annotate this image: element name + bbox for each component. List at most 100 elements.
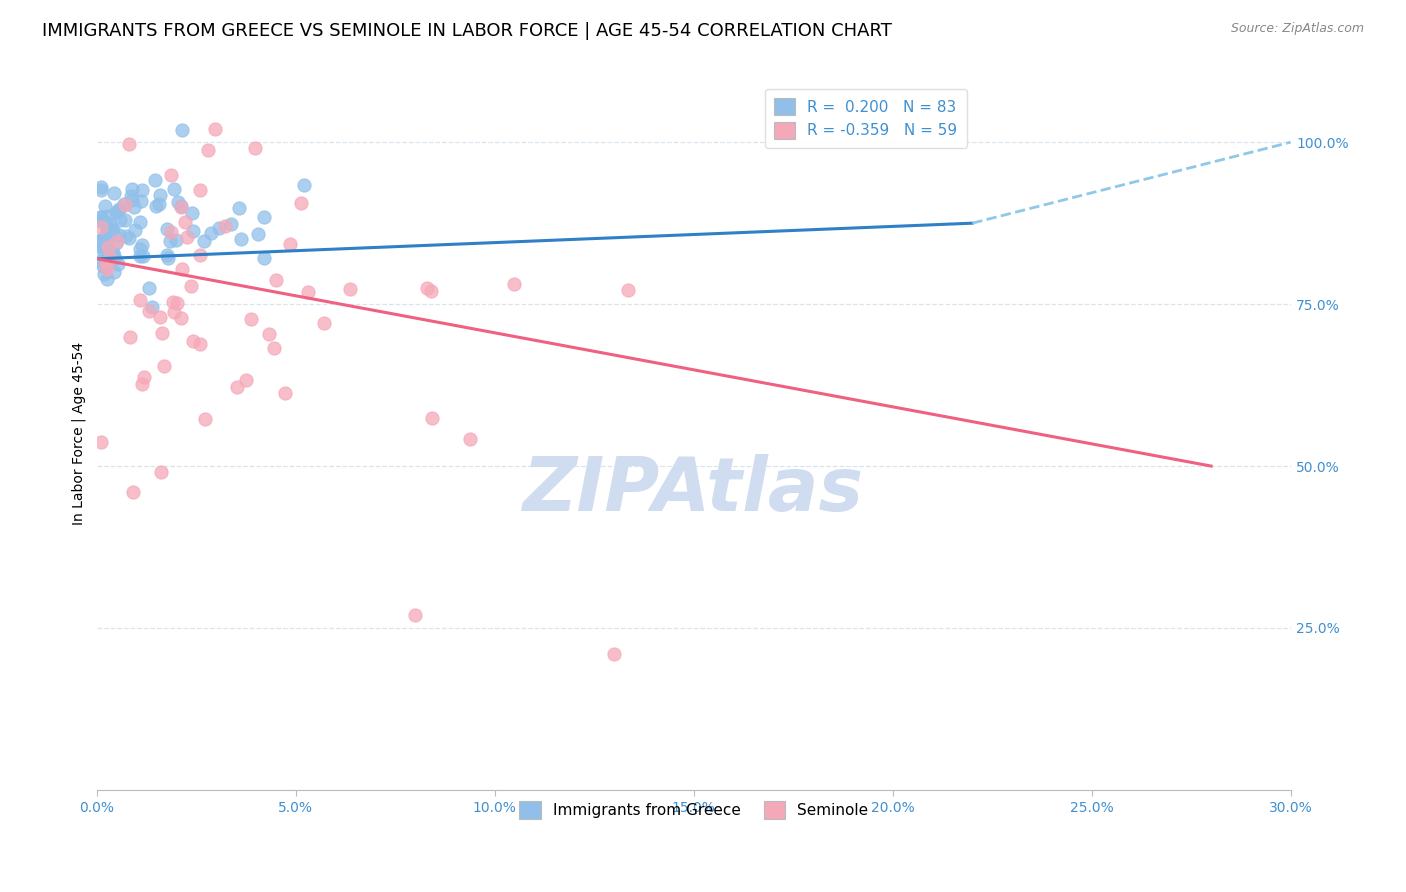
Point: [103, 223, 125, 237]
Point: [150, 326, 173, 340]
Point: [94, 219, 117, 233]
Point: [97, 250, 120, 264]
Point: [96, 225, 118, 239]
Point: [145, 199, 167, 213]
Point: [93, 247, 115, 261]
Y-axis label: In Labor Force | Age 45-54: In Labor Force | Age 45-54: [72, 343, 86, 525]
Point: [165, 233, 187, 247]
Point: [90, 253, 112, 268]
Point: [103, 265, 125, 279]
Point: [200, 226, 222, 240]
Point: [245, 140, 267, 154]
Point: [105, 205, 128, 219]
Point: [90, 232, 112, 246]
Point: [96, 221, 118, 235]
Point: [90, 180, 112, 194]
Point: [172, 262, 194, 277]
Point: [188, 183, 211, 197]
Point: [617, 283, 640, 297]
Point: [131, 377, 153, 392]
Point: [98, 252, 121, 266]
Point: [180, 206, 202, 220]
Point: [90, 240, 112, 254]
Point: [257, 327, 280, 342]
Point: [121, 182, 143, 196]
Point: [188, 336, 211, 351]
Point: [138, 304, 160, 318]
Point: [197, 144, 219, 158]
Point: [91, 259, 114, 273]
Point: [162, 295, 184, 310]
Point: [278, 236, 301, 251]
Point: [229, 232, 252, 246]
Text: IMMIGRANTS FROM GREECE VS SEMINOLE IN LABOR FORCE | AGE 45-54 CORRELATION CHART: IMMIGRANTS FROM GREECE VS SEMINOLE IN LA…: [42, 22, 891, 40]
Point: [193, 234, 215, 248]
Point: [90, 211, 112, 225]
Point: [193, 412, 215, 426]
Point: [214, 219, 236, 233]
Point: [149, 310, 172, 324]
Point: [96, 262, 118, 277]
Point: [103, 186, 125, 201]
Point: [228, 201, 250, 215]
Point: [96, 231, 118, 245]
Point: [118, 136, 141, 151]
Point: [91, 235, 114, 249]
Point: [101, 246, 124, 260]
Point: [226, 380, 249, 394]
Point: [166, 296, 188, 310]
Point: [416, 281, 439, 295]
Point: [170, 201, 193, 215]
Point: [253, 210, 276, 224]
Point: [104, 235, 127, 250]
Point: [297, 285, 319, 299]
Point: [163, 181, 186, 195]
Point: [160, 225, 183, 239]
Point: [122, 485, 145, 500]
Point: [157, 251, 180, 265]
Point: [121, 193, 143, 207]
Point: [90, 220, 112, 235]
Point: [129, 242, 152, 256]
Point: [173, 215, 195, 229]
Point: [219, 218, 242, 232]
Point: [172, 123, 194, 137]
Point: [134, 369, 156, 384]
Point: [131, 238, 153, 252]
Point: [128, 215, 150, 229]
Point: [159, 235, 181, 249]
Point: [148, 196, 170, 211]
Point: [239, 312, 262, 326]
Point: [458, 433, 481, 447]
Point: [156, 221, 179, 235]
Point: [264, 273, 287, 287]
Point: [105, 234, 128, 248]
Point: [603, 647, 626, 661]
Point: [152, 359, 174, 374]
Point: [274, 386, 297, 401]
Point: [188, 248, 211, 262]
Point: [101, 224, 124, 238]
Text: ZIPAtlas: ZIPAtlas: [523, 454, 865, 527]
Point: [129, 194, 152, 209]
Point: [176, 230, 198, 244]
Point: [94, 215, 117, 229]
Text: Source: ZipAtlas.com: Source: ZipAtlas.com: [1230, 22, 1364, 36]
Point: [110, 213, 132, 227]
Point: [129, 293, 152, 308]
Point: [115, 229, 138, 244]
Point: [107, 202, 129, 216]
Point: [166, 194, 188, 209]
Point: [169, 310, 191, 325]
Point: [90, 183, 112, 197]
Point: [93, 267, 115, 281]
Legend: Immigrants from Greece, Seminole: Immigrants from Greece, Seminole: [513, 795, 875, 825]
Point: [90, 210, 112, 224]
Point: [96, 272, 118, 286]
Point: [156, 248, 179, 262]
Point: [181, 224, 204, 238]
Point: [94, 199, 117, 213]
Point: [131, 183, 153, 197]
Point: [207, 220, 229, 235]
Point: [120, 330, 142, 344]
